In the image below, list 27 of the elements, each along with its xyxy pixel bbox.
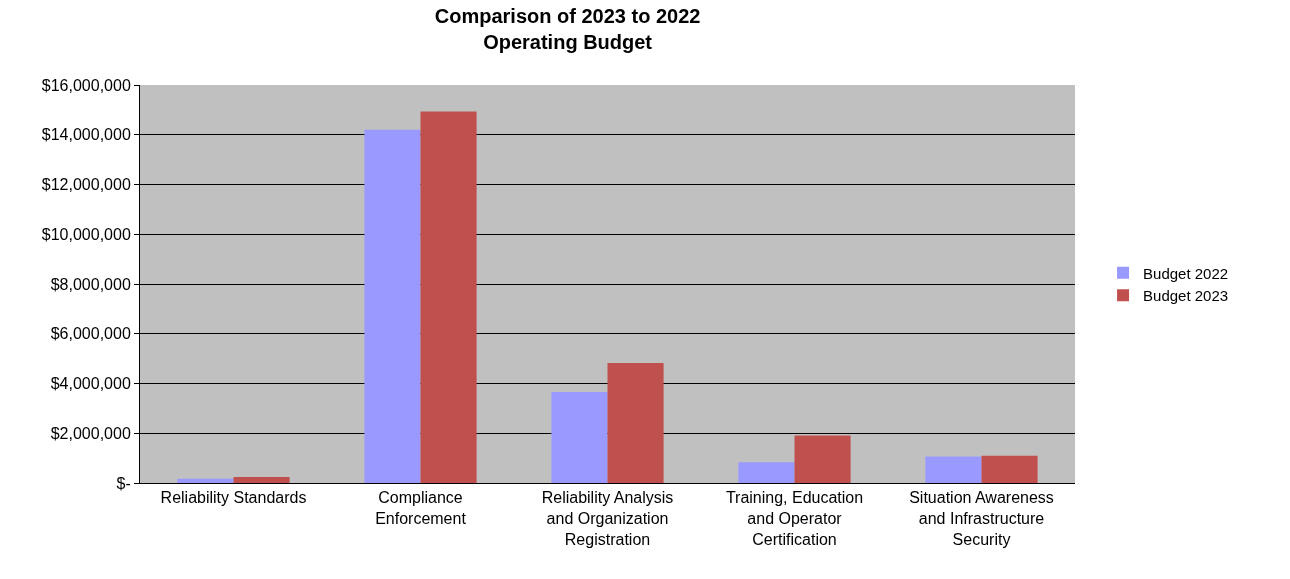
- y-tick-label: $4,000,000: [50, 375, 131, 393]
- bar: [794, 435, 851, 483]
- bar: [364, 129, 421, 483]
- bar: [607, 363, 664, 483]
- y-tick-label: $8,000,000: [50, 275, 131, 293]
- y-tick-label: $10,000,000: [41, 225, 131, 243]
- x-tick-label: Compliance Enforcement: [375, 489, 467, 527]
- bar: [925, 456, 982, 483]
- bar: [177, 478, 234, 483]
- y-tick-label: $12,000,000: [41, 176, 131, 194]
- y-tick-label: $14,000,000: [41, 126, 131, 144]
- bar: [420, 111, 477, 483]
- y-tick-label: $-: [116, 474, 131, 492]
- legend-label: Budget 2023: [1143, 287, 1229, 305]
- x-tick-label: Reliability Standards: [160, 489, 307, 507]
- y-tick-label: $16,000,000: [41, 76, 131, 94]
- legend-label: Budget 2022: [1143, 264, 1229, 282]
- bar: [551, 391, 608, 483]
- x-tick-label: Situation Awareness and Infrastructure Security: [909, 489, 1054, 548]
- bar: [981, 455, 1038, 483]
- x-tick-label: Reliability Analysis and Organization Registration: [541, 489, 674, 548]
- bar: [738, 462, 795, 483]
- y-tick-label: $2,000,000: [50, 424, 131, 442]
- chart-title: Comparison of 2023 to 2022 Operating Budget: [434, 5, 701, 54]
- x-tick-label: Training, Education and Operator Certification: [725, 489, 864, 548]
- bar: [233, 477, 290, 483]
- y-tick-label: $6,000,000: [50, 325, 131, 343]
